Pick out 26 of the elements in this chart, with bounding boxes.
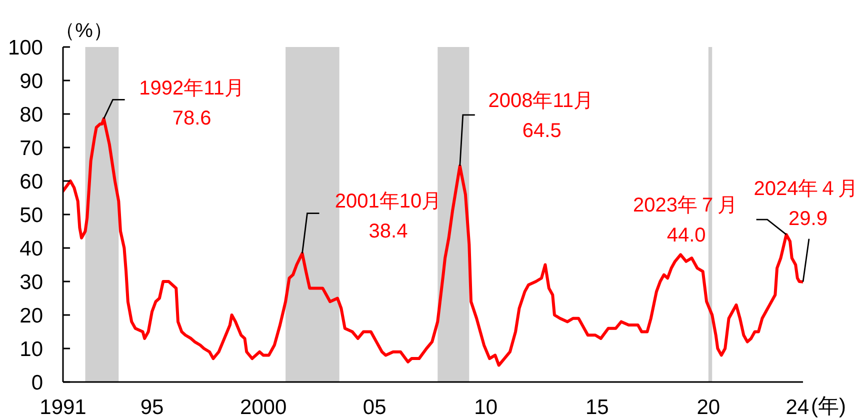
annotation: 2008年11月 64.5 — [488, 90, 594, 142]
y-tick-label: 60 — [20, 170, 43, 194]
y-tick-label: 20 — [20, 304, 43, 328]
x-tick-label: 05 — [362, 396, 386, 419]
x-tick-label: 24 — [786, 396, 810, 419]
y-axis-title: （%） — [55, 20, 113, 42]
x-tick-label: 2000 — [240, 396, 287, 419]
y-tick-label: 0 — [31, 371, 43, 394]
annotation: 1992年11月 78.6 — [139, 78, 244, 130]
y-tick-label: 40 — [20, 237, 43, 260]
x-tick-label: 20 — [696, 396, 720, 419]
y-tick-label: 100 — [8, 36, 43, 60]
x-tick-label: 95 — [140, 396, 164, 419]
y-tick-label: 50 — [20, 204, 43, 227]
y-tick-label: 10 — [20, 338, 43, 361]
y-tick-label: 30 — [20, 270, 43, 294]
x-axis-title: (年) — [811, 395, 846, 418]
y-tick-label: 80 — [20, 103, 43, 126]
x-tick-label: 10 — [474, 396, 498, 419]
annotation: 2024年４月 29.9 — [754, 178, 858, 230]
annotation: 2023年７月 44.0 — [633, 194, 738, 247]
y-tick-label: 70 — [20, 136, 43, 160]
x-tick-label: 1991 — [40, 396, 86, 419]
y-tick-label: 90 — [20, 70, 43, 93]
x-tick-label: 15 — [585, 396, 609, 419]
annotation: 2001年10月 38.4 — [334, 190, 442, 242]
